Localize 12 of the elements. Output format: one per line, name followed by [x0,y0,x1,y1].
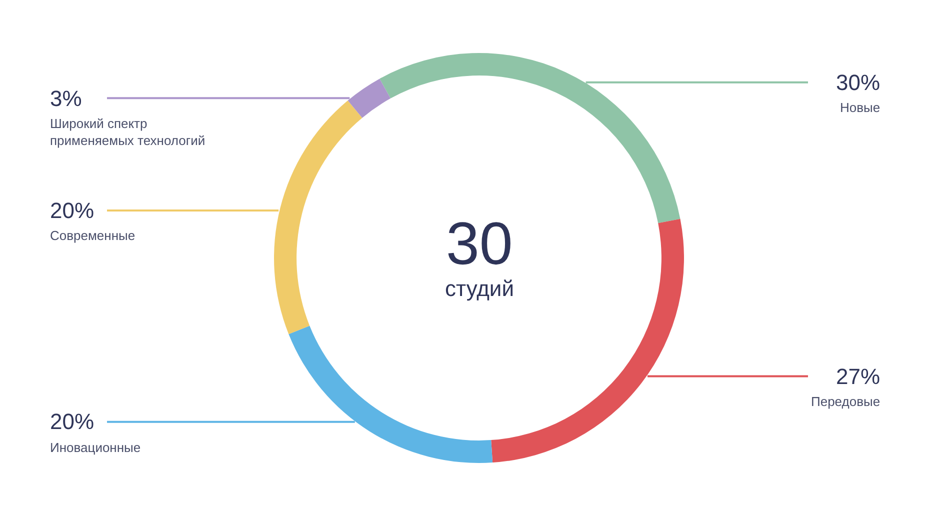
slice-label: Передовые [811,394,880,409]
slice-label: Новые [840,100,880,115]
data-label: 30% [836,70,880,95]
slice-label: Широкий спектр применяемых технологий [50,116,206,148]
data-label: 20% [50,198,94,223]
data-label: 20% [50,409,94,434]
data-label: 27% [836,364,880,389]
text: 30 [446,210,513,277]
slice-label: Современные [50,228,136,243]
data-label: 3% [50,86,82,111]
text: студий [445,276,514,301]
slice-label: Иновационные [50,440,141,455]
